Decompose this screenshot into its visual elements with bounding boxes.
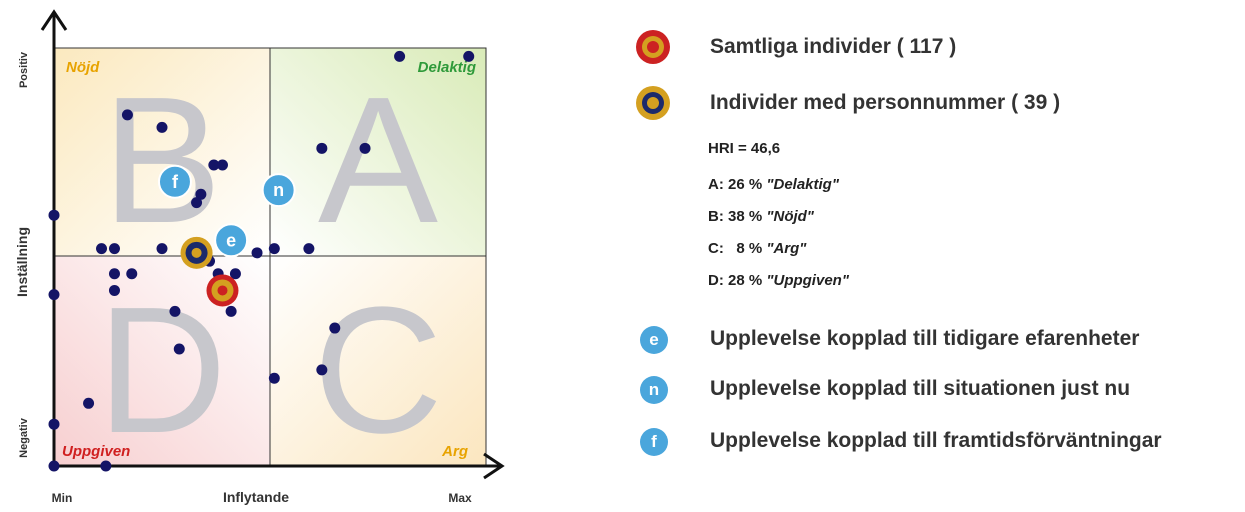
- data-point-32: [48, 460, 60, 472]
- stat-pct: 28 %: [728, 272, 763, 289]
- axes: [40, 9, 505, 480]
- quadrant-stat-c: C: 8 % "Arg": [708, 240, 806, 257]
- data-points: [48, 50, 475, 472]
- legend-label-samtliga: Samtliga individer ( 117 ): [710, 35, 957, 58]
- quadrant-stat-b: B: 38 % "Nöjd": [708, 208, 814, 225]
- stat-name: "Uppgiven": [766, 272, 849, 289]
- data-point-27: [329, 322, 341, 334]
- x-min-label: Min: [52, 491, 73, 505]
- data-point-9: [316, 142, 328, 154]
- data-point-24: [169, 305, 181, 317]
- y-min-label: Negativ: [18, 417, 30, 458]
- quadrant-letter-d: D: [97, 270, 227, 471]
- quadrant-bg-a: [270, 48, 486, 256]
- legend-label-e: Upplevelse kopplad till tidigare efarenh…: [710, 327, 1140, 350]
- quadrant-name-delaktig: Delaktig: [418, 59, 476, 76]
- y-axis-title: Inställning: [14, 227, 30, 297]
- y-axis-arrow: [40, 9, 68, 31]
- quadrant-letter-b: B: [102, 60, 222, 261]
- x-axis-arrow: [483, 452, 505, 480]
- data-point-6: [216, 159, 228, 171]
- data-point-7: [195, 188, 207, 200]
- data-point-5: [208, 159, 220, 171]
- stat-name: "Delaktig": [766, 176, 839, 193]
- data-point-31: [48, 418, 60, 430]
- x-max-label: Max: [448, 491, 472, 505]
- legend-label-personnummer: Individer med personnummer ( 39 ): [710, 91, 1061, 114]
- data-point-23: [229, 268, 241, 280]
- data-point-19: [108, 268, 120, 280]
- quadrant-stat-a: A: 26 % "Delaktig": [708, 176, 839, 193]
- data-point-15: [251, 247, 263, 259]
- stat-label: D:: [708, 272, 724, 289]
- x-axis-title: Inflytande: [223, 489, 289, 505]
- letter-n-icon: n: [636, 372, 670, 406]
- letter-marker-e: e: [214, 223, 249, 258]
- data-point-16: [268, 243, 280, 255]
- legend-label-n: Upplevelse kopplad till situationen just…: [710, 377, 1131, 400]
- stat-name: "Nöjd": [766, 208, 814, 225]
- stat-pct: 38 %: [728, 208, 763, 225]
- data-point-26: [173, 343, 185, 355]
- legend-item-e: e Upplevelse kopplad till tidigare efare…: [636, 322, 1139, 356]
- data-point-2: [121, 109, 133, 121]
- quadrant-names: Nöjd Delaktig Uppgiven Arg: [62, 59, 476, 460]
- quadrant-letters: B A D C: [97, 60, 443, 471]
- letter-marker-n: n: [261, 173, 296, 208]
- letter-marker-label: e: [226, 230, 236, 250]
- stat-name: "Arg": [766, 240, 807, 257]
- data-point-1: [463, 50, 475, 62]
- stat-pct: 8 %: [728, 240, 763, 257]
- data-point-18: [48, 289, 60, 301]
- quadrant-name-nojd: Nöjd: [66, 59, 100, 76]
- data-point-12: [108, 243, 120, 255]
- target-marker-samtliga: [206, 274, 239, 307]
- data-point-8: [191, 197, 203, 209]
- quadrant-name-arg: Arg: [441, 443, 468, 460]
- data-point-20: [126, 268, 138, 280]
- legend-item-samtliga: Samtliga individer ( 117 ): [636, 30, 956, 64]
- quadrant-chart: B A D C Nöjd Delaktig Uppgiven Arg Min I…: [14, 9, 505, 505]
- data-point-11: [96, 243, 108, 255]
- legend-item-f: f Upplevelse kopplad till framtidsförvän…: [636, 424, 1162, 458]
- letter-marker-label: f: [172, 172, 179, 192]
- stat-pct: 26 %: [728, 176, 763, 193]
- legend-item-n: n Upplevelse kopplad till situationen ju…: [636, 372, 1130, 406]
- data-point-13: [156, 243, 168, 255]
- axis-labels: Min Inflytande Max Positiv Inställning N…: [14, 51, 472, 505]
- stat-label: A:: [708, 176, 724, 193]
- data-point-0: [394, 50, 406, 62]
- stat-label: C:: [708, 240, 724, 257]
- quadrant-bg-b: [54, 48, 270, 256]
- data-point-25: [225, 305, 237, 317]
- letter-marker-label: n: [273, 180, 284, 200]
- data-point-33: [100, 460, 112, 472]
- letter-e-icon: e: [636, 322, 670, 356]
- quadrant-letter-a: A: [318, 60, 438, 261]
- data-point-4: [48, 209, 60, 221]
- data-point-29: [268, 372, 280, 384]
- data-point-28: [316, 364, 328, 376]
- hri-value: HRI = 46,6: [708, 140, 781, 157]
- quadrant-letter-c: C: [313, 270, 443, 471]
- y-max-label: Positiv: [18, 51, 30, 88]
- data-point-17: [303, 243, 315, 255]
- legend-item-personnummer: Individer med personnummer ( 39 ): [636, 86, 1060, 120]
- quadrant-name-uppgiven: Uppgiven: [62, 443, 130, 460]
- quadrant-backgrounds: [54, 48, 486, 466]
- quadrant-stat-d: D: 28 % "Uppgiven": [708, 272, 849, 289]
- letter-marker-f: f: [157, 164, 192, 199]
- data-point-30: [83, 397, 95, 409]
- data-point-3: [156, 121, 168, 133]
- data-point-21: [108, 284, 120, 296]
- target-red-icon: [636, 30, 670, 64]
- legend-label-f: Upplevelse kopplad till framtidsförväntn…: [710, 429, 1162, 452]
- target-blue-icon: [636, 86, 670, 120]
- stat-label: B:: [708, 208, 724, 225]
- data-point-10: [359, 142, 371, 154]
- letter-f-icon: f: [636, 424, 670, 458]
- quadrant-bg-c: [270, 256, 486, 466]
- special-markers: f n e: [157, 164, 296, 307]
- target-marker-personnummer: [180, 236, 213, 269]
